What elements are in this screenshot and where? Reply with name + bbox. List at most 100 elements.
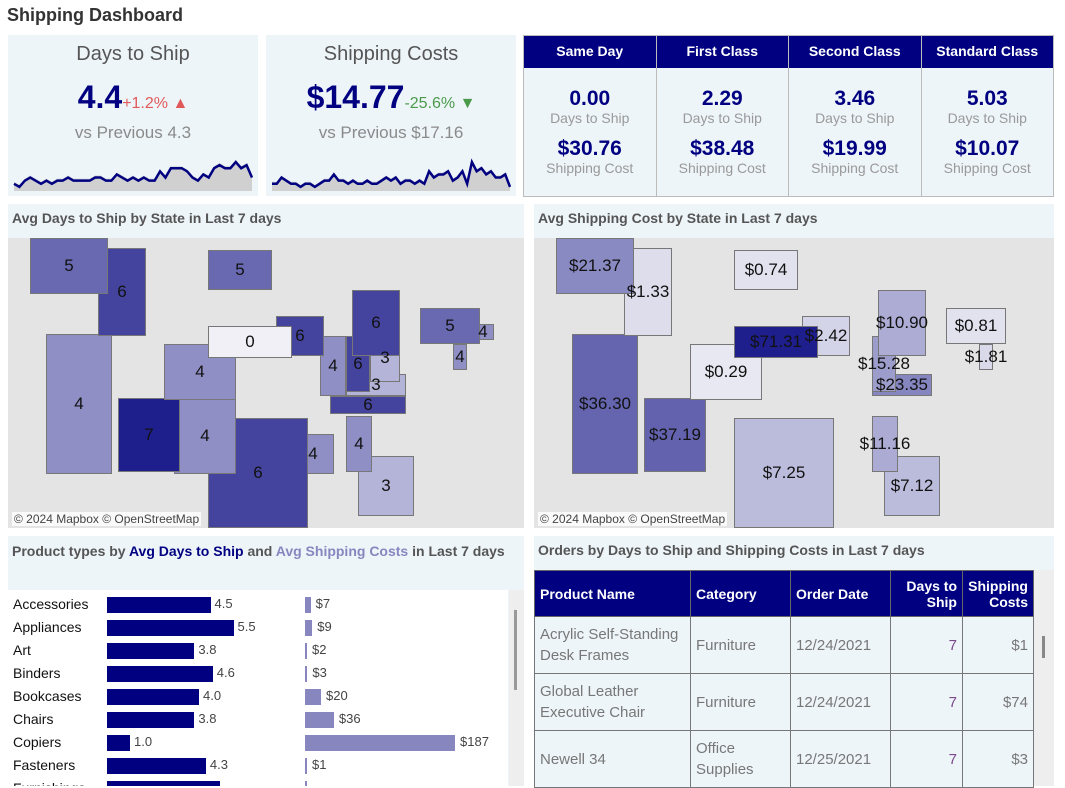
map-cost[interactable]: © 2024 Mapbox © OpenStreetMap $21.37 $1.3… <box>534 238 1054 528</box>
col-shipping-costs[interactable]: Shipping Costs <box>962 570 1034 617</box>
state-ne[interactable] <box>208 326 292 358</box>
state-label: $7.12 <box>890 476 934 495</box>
days-label: 4.3 <box>209 757 228 772</box>
product-row[interactable]: Copiers 1.0 $187 <box>8 734 508 752</box>
col-product-name[interactable]: Product Name <box>534 570 691 617</box>
state-ne[interactable] <box>734 326 818 358</box>
state-label: 4 <box>455 347 465 366</box>
state-ny[interactable] <box>420 308 480 344</box>
days-label: Days to Ship <box>682 110 762 126</box>
kpi-value: $14.77 <box>306 79 405 115</box>
days-label: 4.0 <box>203 688 222 703</box>
scrollbar[interactable] <box>1033 570 1054 786</box>
scrollbar-thumb[interactable] <box>514 610 517 690</box>
state-label: 6 <box>353 354 363 373</box>
table-row[interactable]: Newell 34 Office Supplies 12/25/2021 7 $3 <box>534 730 1034 788</box>
cost-bar[interactable] <box>305 620 313 636</box>
product-row[interactable]: Bookcases 4.0 $20 <box>8 688 508 706</box>
order-date-cell: 12/25/2021 <box>790 730 891 788</box>
state-fl[interactable] <box>358 456 414 516</box>
cost-bar[interactable] <box>305 735 455 751</box>
cost-bar[interactable] <box>305 643 307 659</box>
state-nd[interactable] <box>734 250 798 290</box>
state-al[interactable] <box>872 416 898 472</box>
days-bar[interactable] <box>107 597 211 613</box>
state-nj[interactable] <box>979 344 993 370</box>
state-ca[interactable] <box>46 334 112 474</box>
state-label: 5 <box>64 256 74 275</box>
cost-bar[interactable] <box>305 689 322 705</box>
col-days-to-ship[interactable]: Days to Ship <box>890 570 963 617</box>
table-row[interactable]: Global Leather Executive Chair Furniture 1… <box>534 673 1034 731</box>
days-bar[interactable] <box>107 620 234 636</box>
product-row[interactable]: Art 3.8 $2 <box>8 642 508 660</box>
state-label: $37.19 <box>649 425 701 444</box>
product-name-cell: Newell 34 <box>534 730 691 788</box>
cost-label: Shipping Cost <box>943 160 1031 176</box>
state-al[interactable] <box>346 416 372 472</box>
state-mi[interactable] <box>352 290 400 356</box>
days-label: 3.8 <box>198 642 217 657</box>
product-row[interactable]: Appliances 5.5 $9 <box>8 619 508 637</box>
cost-bar[interactable] <box>305 597 311 613</box>
product-name: Furnishings <box>13 780 85 786</box>
state-az[interactable] <box>644 398 706 472</box>
days-bar[interactable] <box>107 758 206 774</box>
col-order-date[interactable]: Order Date <box>790 570 891 617</box>
days-bar[interactable] <box>107 689 199 705</box>
state-tn[interactable] <box>330 396 406 414</box>
days-bar[interactable] <box>107 712 195 728</box>
days-bar[interactable] <box>107 643 195 659</box>
cost-label: $7 <box>315 596 331 611</box>
product-row[interactable]: Fasteners 4.3 $1 <box>8 757 508 775</box>
state-label: 5 <box>445 316 455 335</box>
cost-bar[interactable] <box>305 666 308 682</box>
product-row[interactable]: Binders 4.6 $3 <box>8 665 508 683</box>
product-row[interactable]: Chairs 3.8 $36 <box>8 711 508 729</box>
days-label: 1.0 <box>134 734 153 749</box>
state-az[interactable] <box>118 398 180 472</box>
kpi-change: +1.2% ▲ <box>122 95 189 112</box>
state-ca[interactable] <box>572 334 638 474</box>
days-bar[interactable] <box>107 781 220 786</box>
state-nd[interactable] <box>208 250 272 290</box>
state-wa[interactable] <box>556 238 634 294</box>
product-row[interactable]: Furnishings <box>8 780 508 786</box>
scrollbar-thumb[interactable] <box>1042 636 1045 658</box>
product-row[interactable]: Accessories 4.5 $7 <box>8 596 508 614</box>
product-name-cell: Acrylic Self-Standing Desk Frames <box>534 616 691 674</box>
cost-value: $19.99 <box>822 137 887 160</box>
cost-bar[interactable] <box>305 758 307 774</box>
cost-bar[interactable] <box>305 712 334 728</box>
state-il[interactable] <box>320 336 346 396</box>
cost-value: $30.76 <box>557 137 622 160</box>
state-label: 4 <box>308 444 318 463</box>
map-days-panel: Avg Days to Ship by State in Last 7 days… <box>8 204 524 528</box>
days-bar[interactable] <box>107 735 130 751</box>
days-bar[interactable] <box>107 666 213 682</box>
cost-label: Shipping Cost <box>678 160 766 176</box>
shipping-cost-cell: $3 <box>962 730 1034 788</box>
state-wa[interactable] <box>30 238 108 294</box>
col-category[interactable]: Category <box>690 570 791 617</box>
product-name: Binders <box>13 665 61 681</box>
cost-bar[interactable] <box>305 781 307 786</box>
state-label: $2.42 <box>804 326 848 345</box>
table-row[interactable]: Acrylic Self-Standing Desk Frames Furnitu… <box>534 616 1034 674</box>
days-label: Days to Ship <box>947 110 1027 126</box>
state-tx[interactable] <box>734 418 834 528</box>
class-header: First Class <box>656 36 788 68</box>
state-nj[interactable] <box>453 344 467 370</box>
days-label: Days to Ship <box>815 110 895 126</box>
state-ny[interactable] <box>946 308 1006 344</box>
scrollbar[interactable] <box>509 590 524 786</box>
product-bars: Accessories 4.5 $7 Appliances 5.5 $9 Art 3.8 $2 B… <box>8 590 508 786</box>
kpi-days-to-ship: Days to Ship 4.4+1.2% ▲ vs Previous 4.3 <box>8 35 258 196</box>
cost-value: $10.07 <box>955 137 1020 160</box>
state-mi[interactable] <box>878 290 926 356</box>
title-days: Avg Days to Ship <box>128 543 244 559</box>
state-label: $1.33 <box>626 282 670 301</box>
state-label: 4 <box>74 394 84 413</box>
state-label: $36.30 <box>579 394 631 413</box>
